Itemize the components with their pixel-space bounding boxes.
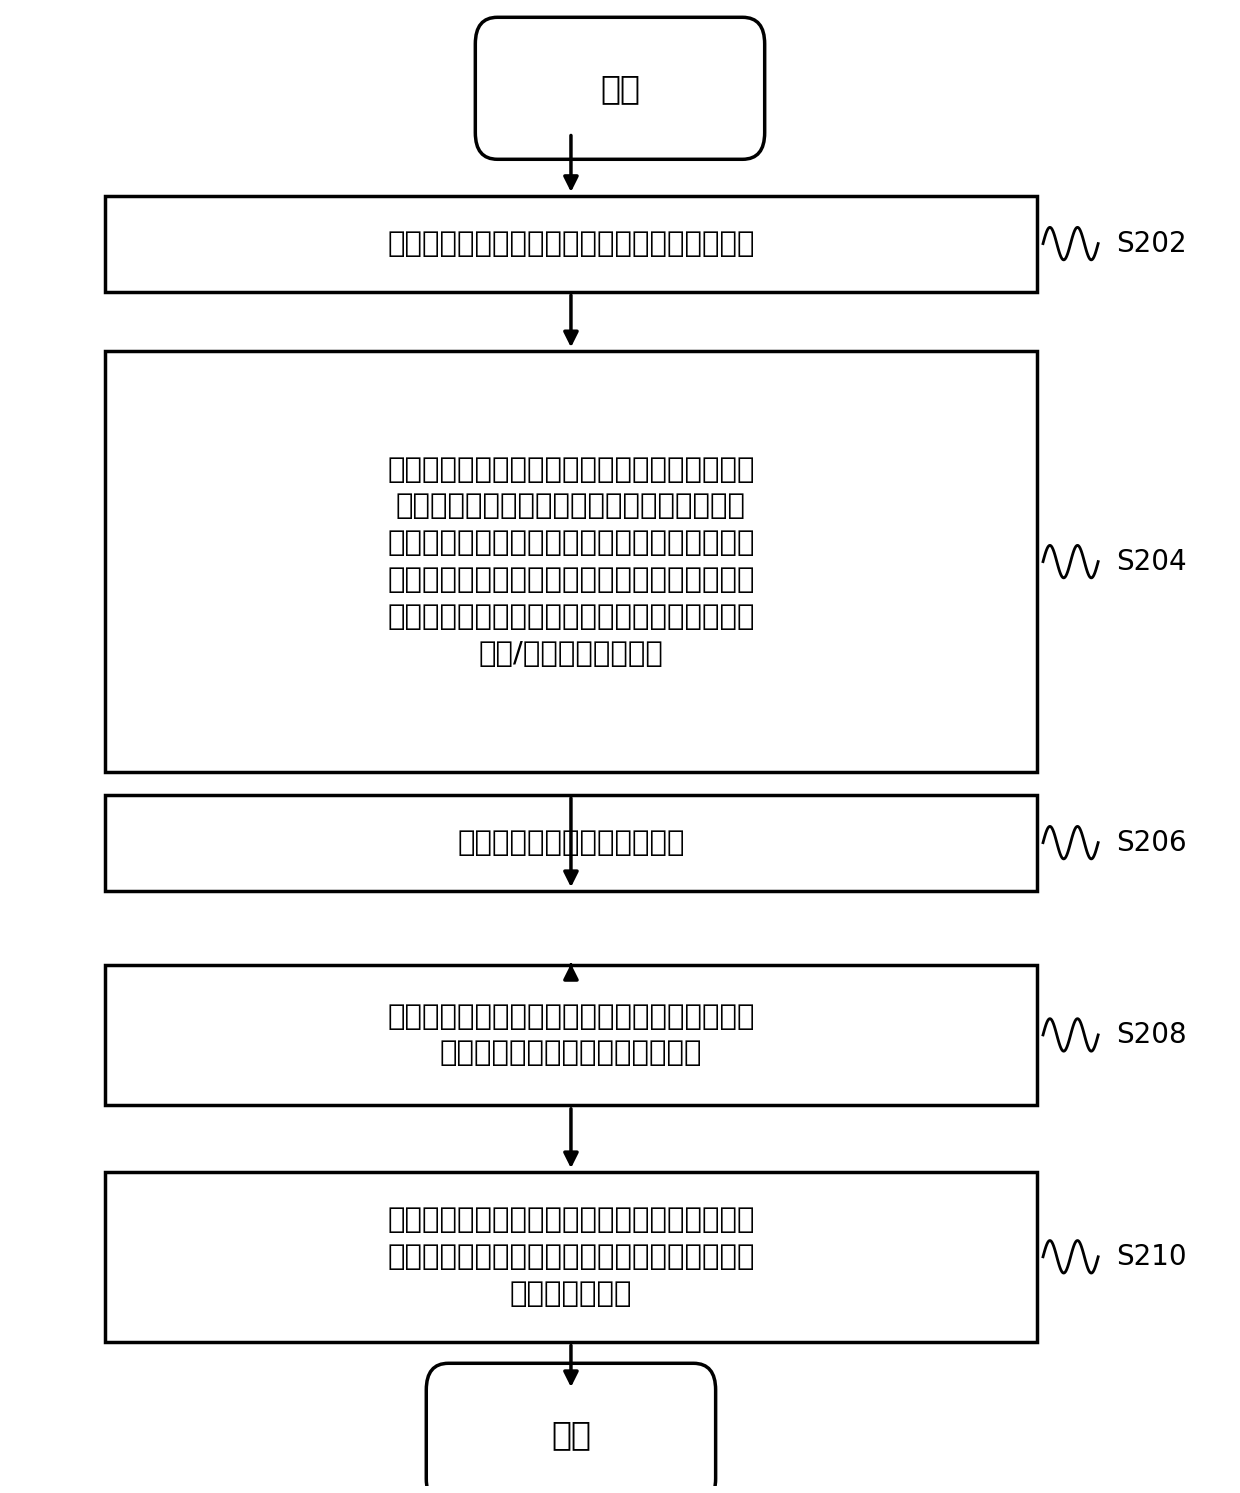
Text: S210: S210 bbox=[1116, 1242, 1187, 1271]
Text: 若接收到用户终端反馈的确认发送指令和分享文
本信息，则在车联网社区平台上发布行驶轨迹图
和分享文本信息: 若接收到用户终端反馈的确认发送指令和分享文 本信息，则在车联网社区平台上发布行驶… bbox=[387, 1206, 755, 1308]
Text: S208: S208 bbox=[1116, 1021, 1187, 1050]
Text: 结束: 结束 bbox=[551, 1418, 591, 1451]
Text: S202: S202 bbox=[1116, 230, 1187, 258]
FancyBboxPatch shape bbox=[475, 18, 765, 160]
Text: S206: S206 bbox=[1116, 829, 1187, 857]
Bar bbox=[105, 196, 1037, 291]
Bar bbox=[105, 351, 1037, 772]
Text: 在接收到用户终端发送的带有账户标记的发布信
息，且发布信息包括行程分享指令和行程信息
时，根据行程信息获取相应的定位信息，生成行
驶轨迹图，获取的定位信息与接收: 在接收到用户终端发送的带有账户标记的发布信 息，且发布信息包括行程分享指令和行程… bbox=[387, 455, 755, 667]
Bar bbox=[105, 1172, 1037, 1342]
Bar bbox=[105, 964, 1037, 1105]
Text: 接收并存储车辆发送的带有账户标记的定位信息: 接收并存储车辆发送的带有账户标记的定位信息 bbox=[387, 230, 755, 258]
Bar bbox=[105, 794, 1037, 891]
Text: 开始: 开始 bbox=[600, 72, 640, 105]
Text: 若仅接收到用户终端反馈的确认发送指令，则在
车联网社区平台上发布行驶轨迹图: 若仅接收到用户终端反馈的确认发送指令，则在 车联网社区平台上发布行驶轨迹图 bbox=[387, 1002, 755, 1067]
FancyBboxPatch shape bbox=[427, 1363, 715, 1493]
Text: S204: S204 bbox=[1116, 548, 1187, 576]
Text: 将行驶轨迹图发送至用户终端: 将行驶轨迹图发送至用户终端 bbox=[458, 829, 684, 857]
